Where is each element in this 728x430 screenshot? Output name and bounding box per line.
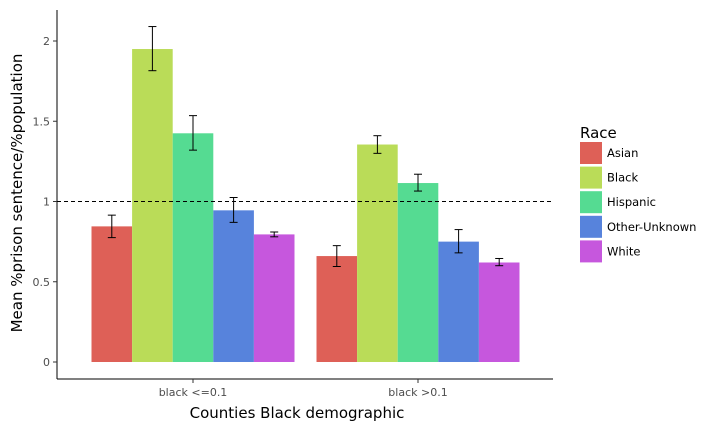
y-tick-label: 0.5	[33, 276, 51, 289]
legend-label: White	[607, 244, 640, 258]
bar-asian-1	[91, 226, 133, 362]
y-tick-label: 0	[43, 356, 50, 369]
legend-label: Hispanic	[607, 195, 656, 209]
bar-white-1	[253, 234, 295, 362]
ticks: 0 0.5 1 1.5 2 black <=0.1 black >0.1	[33, 35, 448, 399]
bar-black-2	[357, 144, 398, 362]
legend-title: Race	[580, 124, 617, 142]
x-tick-label: black <=0.1	[159, 386, 228, 399]
y-tick-label: 2	[43, 35, 50, 48]
y-tick-label: 1.5	[33, 115, 51, 128]
legend-swatch-black	[580, 166, 602, 189]
legend-label: Black	[607, 171, 638, 185]
legend-swatch-hispanic	[580, 191, 602, 214]
y-axis-title: Mean %prison sentence/%population	[8, 54, 26, 333]
plot-area	[57, 26, 551, 363]
bar-other-unknown-1	[213, 210, 254, 362]
bar-other-unknown-2	[438, 241, 479, 362]
bar-asian-2	[316, 256, 358, 362]
legend: Race Asian Black Hispanic Other-Unknown Whit…	[580, 124, 696, 263]
x-axis-title: Counties Black demographic	[190, 404, 405, 422]
bar-hispanic-2	[397, 183, 439, 362]
x-tick-label: black >0.1	[388, 386, 447, 399]
legend-swatch-white	[580, 240, 602, 263]
legend-label: Other-Unknown	[607, 220, 696, 234]
legend-swatch-asian	[580, 142, 602, 164]
bar-black-1	[132, 49, 173, 363]
legend-swatch-other-unknown	[580, 215, 602, 238]
legend-label: Asian	[607, 146, 638, 160]
y-tick-label: 1	[43, 196, 50, 209]
bar-hispanic-1	[172, 133, 214, 362]
axes	[56, 10, 553, 380]
bar-white-2	[478, 262, 520, 362]
